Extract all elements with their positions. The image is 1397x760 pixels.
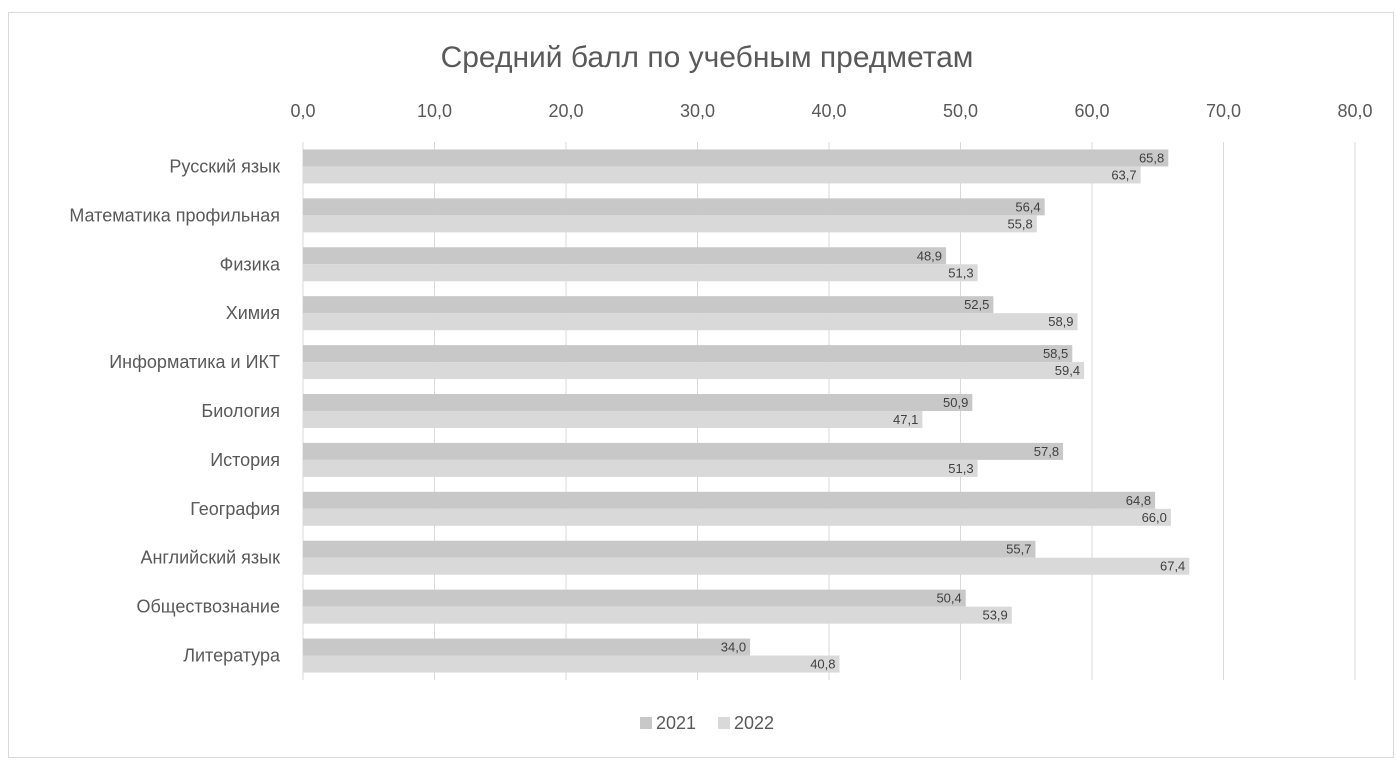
bar-2021 [303, 394, 973, 411]
x-tick-label: 50,0 [943, 101, 978, 121]
chart-area [8, 12, 1394, 758]
data-label-2021: 34,0 [721, 640, 746, 655]
bar-2022 [303, 606, 1012, 624]
bar-2022 [303, 557, 1190, 575]
data-label-2021: 56,4 [1015, 199, 1040, 214]
x-tick-label: 70,0 [1206, 101, 1241, 121]
category-label: Математика профильная [69, 205, 280, 225]
bar-2022 [303, 459, 978, 477]
legend: 2021 2022 [640, 713, 774, 733]
bar-2022 [303, 215, 1037, 233]
legend-swatch-2021 [640, 717, 652, 729]
data-label-2021: 52,5 [964, 297, 989, 312]
bar-2021 [303, 638, 751, 656]
legend-label-2021: 2021 [656, 713, 696, 733]
bar-2022 [303, 166, 1141, 184]
data-label-2021: 48,9 [917, 248, 942, 263]
category-label: Литература [183, 646, 281, 666]
category-label: История [210, 450, 280, 470]
x-axis-tick-labels: 0,0 10,0 20,0 30,0 40,0 50,0 60,0 70,0 80,0 [290, 101, 1372, 121]
bar-2021 [303, 540, 1036, 558]
x-tick-label: 40,0 [811, 101, 846, 121]
data-label-2022: 66,0 [1142, 510, 1167, 525]
bar-2022 [303, 411, 923, 428]
bar-2021 [303, 442, 1064, 460]
x-tick-label: 20,0 [548, 101, 583, 121]
data-label-2021: 55,7 [1006, 542, 1031, 557]
data-label-2021: 57,8 [1034, 444, 1059, 459]
bars [303, 149, 1190, 673]
x-tick-label: 80,0 [1337, 101, 1372, 121]
category-label: Обществознание [136, 597, 280, 617]
x-tick-label: 60,0 [1074, 101, 1109, 121]
data-label-2022: 51,3 [948, 461, 973, 476]
category-label: География [190, 499, 280, 519]
data-label-2022: 47,1 [893, 412, 918, 427]
category-label: Русский язык [169, 156, 280, 176]
x-tick-label: 0,0 [290, 101, 315, 121]
bar-2021 [303, 149, 1169, 167]
bar-2022 [303, 655, 840, 673]
category-labels: Русский язык Математика профильная Физика Х… [69, 156, 281, 665]
data-label-2021: 58,5 [1043, 346, 1068, 361]
x-tick-label: 30,0 [680, 101, 715, 121]
data-label-2022: 53,9 [982, 608, 1007, 623]
bar-2022 [303, 362, 1085, 380]
chart-title: Средний балл по учебным предметам [441, 41, 974, 74]
legend-swatch-2022 [718, 717, 730, 729]
bar-2021 [303, 345, 1073, 363]
legend-label-2022: 2022 [734, 713, 774, 733]
bar-2021 [303, 296, 994, 314]
data-label-2022: 59,4 [1055, 363, 1080, 378]
category-label: Информатика и ИКТ [109, 352, 280, 372]
data-label-2022: 63,7 [1111, 167, 1136, 182]
data-label-2021: 64,8 [1126, 493, 1151, 508]
bar-2022 [303, 313, 1078, 331]
x-tick-label: 10,0 [417, 101, 452, 121]
data-label-2022: 55,8 [1007, 216, 1032, 231]
bar-2021 [303, 198, 1045, 216]
data-labels: 65,863,7 56,4 55,8 48,9 51,3 52,5 58,9 58,5 59,4… [721, 150, 1186, 671]
category-label: Английский язык [140, 548, 280, 568]
data-label-2021: 50,9 [943, 395, 968, 410]
data-label-2021: 50,4 [936, 591, 961, 606]
data-label-2022: 40,8 [810, 657, 835, 672]
data-label-2022: 58,9 [1048, 314, 1073, 329]
category-label: Биология [201, 401, 280, 421]
bar-2021 [303, 247, 947, 265]
bar-2022 [303, 264, 978, 282]
data-label-2022: 51,3 [948, 265, 973, 280]
data-label-2021: 65,8 [1139, 150, 1164, 165]
category-label: Физика [220, 254, 281, 274]
bar-2022 [303, 508, 1171, 526]
bar-2021 [303, 491, 1156, 509]
bar-2021 [303, 589, 966, 607]
category-label: Химия [226, 303, 280, 323]
data-label-2022: 67,4 [1160, 559, 1185, 574]
